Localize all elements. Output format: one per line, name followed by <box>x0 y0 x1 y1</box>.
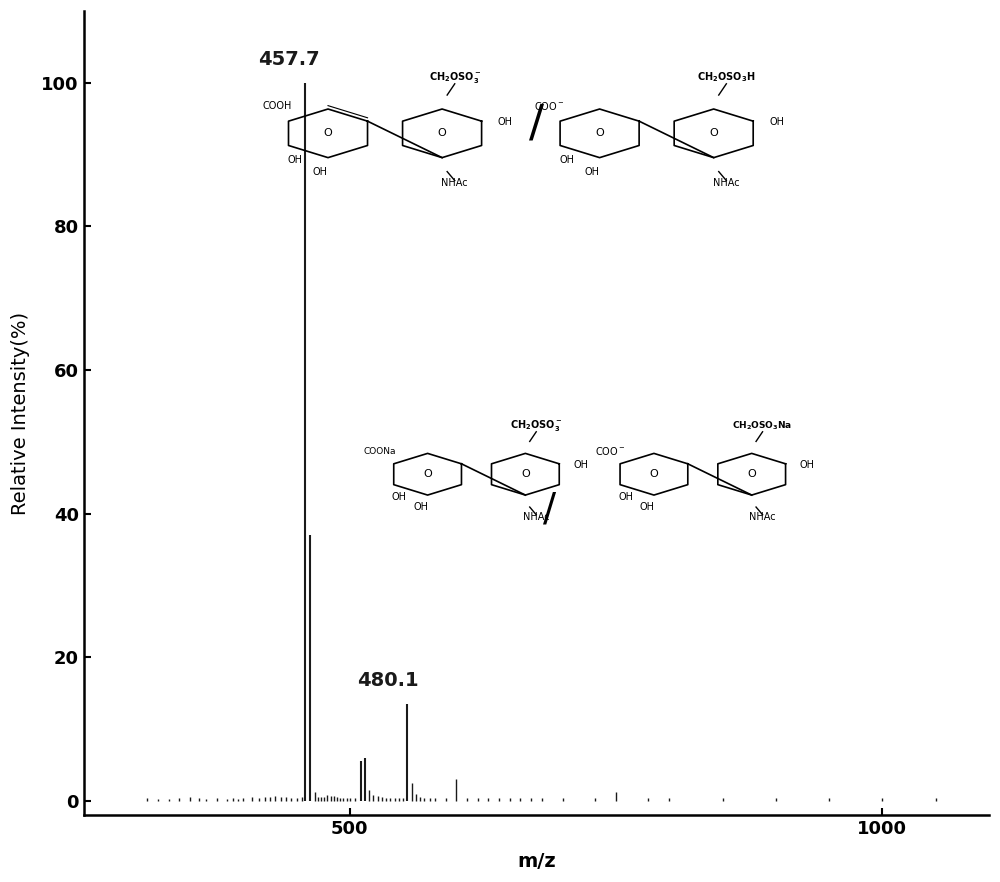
X-axis label: m/z: m/z <box>517 852 556 871</box>
Text: 480.1: 480.1 <box>357 670 419 690</box>
Text: /: / <box>543 490 556 528</box>
Text: 457.7: 457.7 <box>258 49 320 69</box>
Text: /: / <box>529 102 544 146</box>
Y-axis label: Relative Intensity(%): Relative Intensity(%) <box>11 311 30 515</box>
